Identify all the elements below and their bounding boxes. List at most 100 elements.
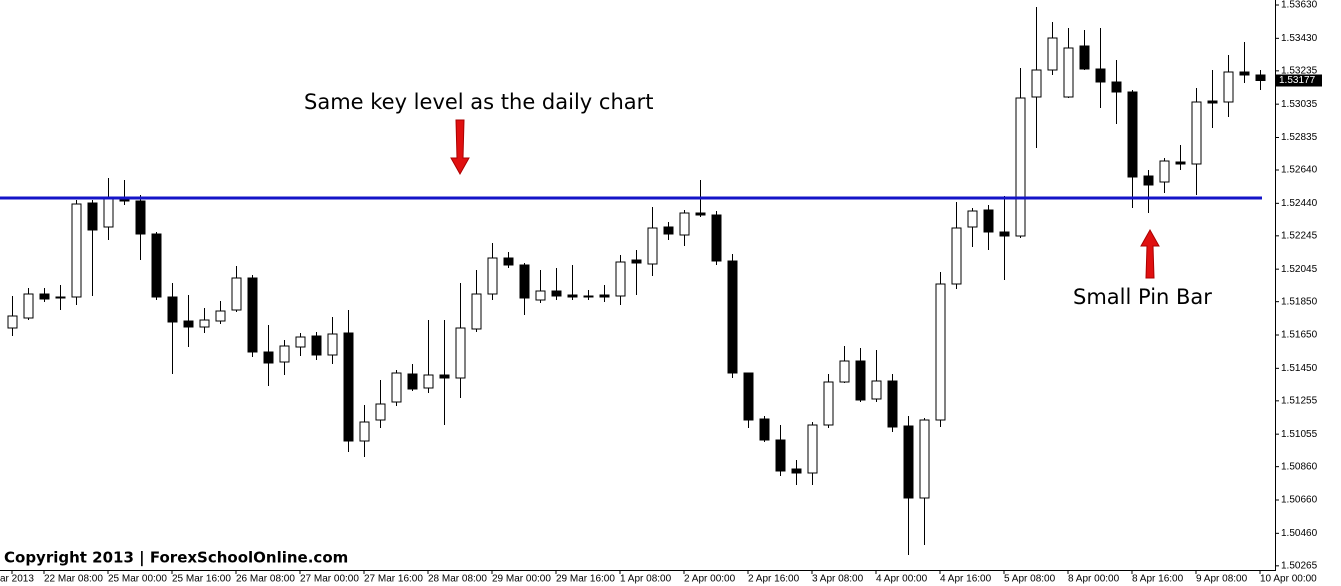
x-tick-label: 8 Apr 16:00 [1132, 574, 1184, 585]
candle-body [759, 418, 770, 441]
candle-body [263, 351, 274, 364]
candle-body [535, 290, 546, 301]
candle-body [1207, 100, 1218, 104]
y-tick-label: 1.52045 [1281, 264, 1318, 275]
candle-body [231, 277, 242, 311]
candle-body [1223, 71, 1234, 103]
y-tick-label: 1.53035 [1281, 99, 1318, 110]
candle-body [55, 296, 66, 299]
candle-body [791, 468, 802, 474]
y-tick-label: 1.50460 [1281, 528, 1318, 539]
y-tick-label: 1.52440 [1281, 198, 1318, 209]
candle-body [711, 214, 722, 262]
x-tick-label: 4 Apr 00:00 [876, 574, 928, 585]
candle-body [935, 283, 946, 421]
candle-body [247, 277, 258, 353]
candle-body [471, 293, 482, 330]
candle-body [775, 439, 786, 472]
candle-body [455, 327, 466, 379]
candle-body [1047, 37, 1058, 71]
candle-body [87, 202, 98, 231]
candle-body [487, 257, 498, 295]
candle-body [279, 345, 290, 363]
x-tick-label: 2 Apr 16:00 [748, 574, 800, 585]
candle-body [679, 212, 690, 236]
x-tick-label: 29 Mar 16:00 [556, 574, 615, 585]
candle-body [871, 380, 882, 400]
x-tick-label: 22 Mar 08:00 [44, 574, 103, 585]
x-tick-label: 25 Mar 16:00 [172, 574, 231, 585]
candle-body [135, 200, 146, 235]
candle-body [295, 336, 306, 348]
x-tick-label: 2 Apr 00:00 [684, 574, 736, 585]
candle-body [615, 261, 626, 297]
candle-body [199, 319, 210, 328]
candle-body [311, 335, 322, 356]
candle-body [1063, 47, 1074, 98]
x-tick-label: 27 Mar 16:00 [364, 574, 423, 585]
candle-body [1095, 68, 1106, 83]
x-tick-label: 25 Mar 00:00 [108, 574, 167, 585]
candle-body [519, 264, 530, 299]
x-tick-label: 5 Apr 08:00 [1004, 574, 1056, 585]
candle-body [951, 227, 962, 285]
candle-body [567, 294, 578, 298]
plot-layer [0, 7, 1266, 555]
candle-body [1175, 161, 1186, 165]
candle-body [359, 421, 370, 442]
x-tick-label: 10 Apr 00:00 [1260, 574, 1317, 585]
candle-body [919, 419, 930, 499]
candle-body [1127, 91, 1138, 178]
candle-body [583, 295, 594, 298]
candle-body [39, 293, 50, 300]
candle-body [967, 210, 978, 228]
candle-body [167, 296, 178, 323]
candle-body [1111, 81, 1122, 93]
copyright: Copyright 2013 | ForexSchoolOnline.com [4, 549, 348, 568]
y-tick-label: 1.50860 [1281, 461, 1318, 472]
y-tick-label: 1.51850 [1281, 296, 1318, 307]
current-price-box [1276, 74, 1322, 87]
candle-body [727, 260, 738, 374]
y-tick-label: 1.53630 [1281, 0, 1318, 11]
candle-body [1159, 160, 1170, 183]
y-tick-label: 1.53430 [1281, 33, 1318, 44]
candle-body [1079, 45, 1090, 70]
annotation-text: Small Pin Bar [1073, 285, 1212, 309]
candle-body [71, 203, 82, 298]
candle-body [391, 372, 402, 403]
x-tick-label: 4 Apr 16:00 [940, 574, 992, 585]
annotation-text: Same key level as the daily chart [304, 90, 653, 114]
candle-body [423, 374, 434, 389]
candle-body [599, 294, 610, 298]
current-price-label: 1.53177 [1279, 75, 1316, 86]
candle-body [855, 360, 866, 401]
x-tick-label: 29 Mar 00:00 [492, 574, 551, 585]
candle-body [1191, 101, 1202, 165]
x-tick-label: 8 Apr 00:00 [1068, 574, 1120, 585]
candle-body [103, 196, 114, 228]
candle-body [1031, 69, 1042, 98]
candle-body [439, 374, 450, 379]
x-tick-label: 3 Apr 08:00 [812, 574, 864, 585]
y-tick-label: 1.50265 [1281, 560, 1318, 571]
candle-body [887, 380, 898, 428]
y-tick-label: 1.51055 [1281, 429, 1318, 440]
candle-body [375, 403, 386, 421]
x-tick-label: 26 Mar 08:00 [236, 574, 295, 585]
candle-body [1255, 74, 1266, 81]
y-tick-label: 1.53235 [1281, 65, 1318, 76]
candle-body [327, 333, 338, 356]
y-tick-label: 1.51450 [1281, 363, 1318, 374]
candle-body [695, 212, 706, 216]
x-tick-label: 27 Mar 00:00 [300, 574, 359, 585]
candle-body [215, 310, 226, 322]
candle-body [839, 360, 850, 383]
x-tick-label: 9 Apr 08:00 [1196, 574, 1248, 585]
x-tick-label: ar 2013 [0, 574, 34, 585]
candle-body [151, 233, 162, 298]
candle-body [183, 320, 194, 328]
candle-body [663, 226, 674, 235]
